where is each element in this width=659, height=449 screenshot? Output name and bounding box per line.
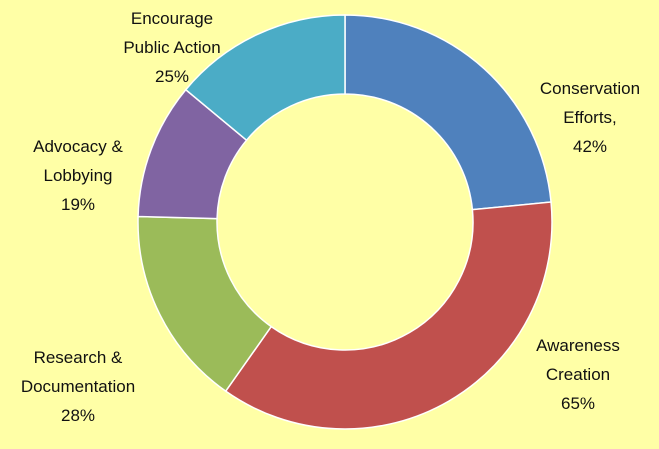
value-label: 28% [60,406,96,425]
value-label: 19% [60,195,96,214]
slice-label: Advocacy & Lobbying 19% [18,132,138,219]
slice-label: Research & Documentation 28% [8,343,148,430]
donut-slice [224,201,553,430]
donut-slice [184,14,346,142]
category-label: Research & Documentation [20,348,136,396]
category-label: Advocacy & Lobbying [33,137,123,185]
value-label: 25% [154,67,190,86]
slice-label: Conservation Efforts, 42% [525,74,655,161]
category-label: Encourage Public Action [123,9,221,57]
value-label: 65% [560,394,596,413]
category-label: Awareness Creation [536,336,620,384]
value-label: 42% [572,137,608,156]
slice-label: Encourage Public Action 25% [113,4,231,91]
category-label: Conservation Efforts, [539,79,641,127]
slice-label: Awareness Creation 65% [522,331,634,418]
donut-slice [344,14,552,211]
